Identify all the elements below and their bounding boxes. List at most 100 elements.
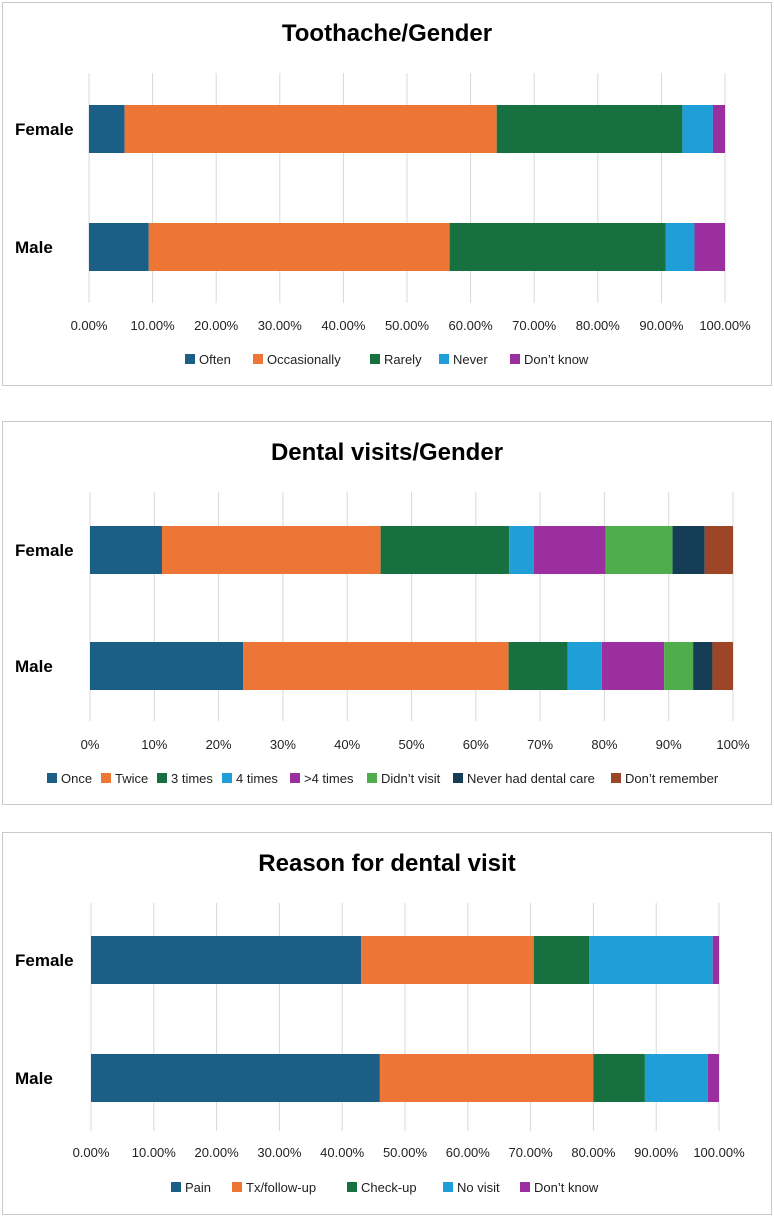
chart-1-svg: Dental visits/Gender 0% 10% 20% 30% 40% 50% 60%… xyxy=(15,439,750,786)
chart-0-legend-swatch-dont-know xyxy=(510,354,520,364)
chart-1-legend-label-dont-remember: Don’t remember xyxy=(625,771,719,786)
chart-1-legend-label-4-times: 4 times xyxy=(236,771,278,786)
chart-2-tick-label-6: 60.00% xyxy=(446,1145,491,1160)
chart-1-bar-male-didnt-visit xyxy=(664,642,694,690)
chart-1-bar-male-3-times xyxy=(508,642,568,690)
chart-1-legend-swatch-4-times xyxy=(222,773,232,783)
chart-1-bar-male-once xyxy=(90,642,244,690)
chart-0-bar-female-occasionally xyxy=(124,105,497,153)
chart-0-tick-label-4: 40.00% xyxy=(321,318,366,333)
chart-1-bar-male-4-times xyxy=(601,642,665,690)
chart-0-legend-label-rarely: Rarely xyxy=(384,352,422,367)
chart-0-bar-female-never xyxy=(682,105,713,153)
chart-2-tick-label-7: 70.00% xyxy=(509,1145,554,1160)
chart-0-legend-swatch-never xyxy=(439,354,449,364)
chart-0-tick-label-0: 0.00% xyxy=(71,318,108,333)
chart-1-tick-label-3: 30% xyxy=(270,737,296,752)
chart-1-legend-label-once: Once xyxy=(61,771,92,786)
chart-2-bar-female-pain xyxy=(91,936,362,984)
chart-0-bar-male-dont-know xyxy=(694,223,725,271)
chart-1-legend-label-3-times: 3 times xyxy=(171,771,213,786)
chart-2-bar-male-pain xyxy=(91,1054,380,1102)
chart-2-legend-label-check-up: Check-up xyxy=(361,1180,417,1195)
chart-0-tick-label-6: 60.00% xyxy=(449,318,494,333)
chart-2-category-label-female: Female xyxy=(15,951,74,970)
chart-0-bar-female-often xyxy=(89,105,125,153)
chart-0-legend-swatch-occasionally xyxy=(253,354,263,364)
chart-1-category-label-female: Female xyxy=(15,541,74,560)
chart-1-bar-female-twice xyxy=(162,526,381,574)
chart-2-legend-swatch-no-visit xyxy=(443,1182,453,1192)
chart-0-bar-male-occasionally xyxy=(148,223,450,271)
chart-0-tick-label-2: 20.00% xyxy=(194,318,239,333)
chart-2-bar-male-dont-know xyxy=(707,1054,719,1102)
chart-1-legend-swatch-never-had-dental-care xyxy=(453,773,463,783)
chart-2-bar-male-tx-follow-up xyxy=(379,1054,594,1102)
chart-1-bar-female-4-times xyxy=(509,526,534,574)
chart-2-svg: Reason for dental visit 0.00% 10.00% 20.00%… xyxy=(15,850,745,1195)
chart-2-bar-female-check-up xyxy=(533,936,590,984)
chart-0-tick-label-1: 10.00% xyxy=(131,318,176,333)
chart-0-tick-label-5: 50.00% xyxy=(385,318,430,333)
chart-1-bar-female-dont-remember xyxy=(704,526,733,574)
chart-0-legend-label-never: Never xyxy=(453,352,488,367)
chart-2-tick-label-3: 30.00% xyxy=(257,1145,302,1160)
chart-0-legend-label-dont-know: Don’t know xyxy=(524,352,589,367)
chart-2-legend-label-pain: Pain xyxy=(185,1180,211,1195)
chart-2-tick-label-2: 20.00% xyxy=(195,1145,240,1160)
chart-1-legend-swatch-twice xyxy=(101,773,111,783)
chart-1-legend-swatch-once xyxy=(47,773,57,783)
chart-0-svg: Toothache/Gender 0.00% 10.00% 20.00% 30.00% 4… xyxy=(15,20,751,367)
chart-1-tick-label-9: 90% xyxy=(656,737,682,752)
chart-1-tick-label-0: 0% xyxy=(81,737,100,752)
chart-0-tick-label-3: 30.00% xyxy=(258,318,303,333)
chart-1-legend-swatch-dont-remember xyxy=(611,773,621,783)
toothache-gender-chart-panel: Toothache/Gender 0.00% 10.00% 20.00% 30.00% 4… xyxy=(2,2,772,386)
chart-2-tick-label-0: 0.00% xyxy=(73,1145,110,1160)
chart-1-tick-label-7: 70% xyxy=(527,737,553,752)
chart-1-bar-female-didnt-visit xyxy=(605,526,673,574)
chart-2-title: Reason for dental visit xyxy=(258,850,515,877)
chart-1-tick-label-1: 10% xyxy=(141,737,167,752)
chart-1-bar-male-never-had-dental-care xyxy=(693,642,713,690)
chart-2-legend-label-no-visit: No visit xyxy=(457,1180,500,1195)
chart-1-legend-label-never-had-dental-care: Never had dental care xyxy=(467,771,595,786)
chart-1-bar-male-dont-remember xyxy=(712,642,733,690)
chart-0-title: Toothache/Gender xyxy=(282,20,492,47)
chart-2-bar-female-no-visit xyxy=(589,936,713,984)
chart-2-legend-label-dont-know: Don’t know xyxy=(534,1180,599,1195)
chart-1-legend-swatch-4-times xyxy=(290,773,300,783)
dental-visits-gender-chart-panel: Dental visits/Gender 0% 10% 20% 30% 40% 50% 60%… xyxy=(2,421,772,805)
chart-0-bar-female-dont-know xyxy=(712,105,725,153)
chart-2-legend-swatch-tx-follow-up xyxy=(232,1182,242,1192)
chart-2-legend-label-tx-follow-up: Tx/follow-up xyxy=(246,1180,316,1195)
chart-2-tick-label-8: 80.00% xyxy=(571,1145,616,1160)
chart-1-legend-label-twice: Twice xyxy=(115,771,148,786)
chart-2-tick-label-10: 100.00% xyxy=(693,1145,745,1160)
chart-2-bar-male-no-visit xyxy=(644,1054,708,1102)
chart-2-legend-swatch-pain xyxy=(171,1182,181,1192)
chart-0-bar-male-rarely xyxy=(449,223,666,271)
chart-2-legend-swatch-dont-know xyxy=(520,1182,530,1192)
chart-0-legend-label-occasionally: Occasionally xyxy=(267,352,341,367)
reason-for-dental-visit-chart-panel: Reason for dental visit 0.00% 10.00% 20.00%… xyxy=(2,832,772,1215)
chart-2-tick-label-1: 10.00% xyxy=(132,1145,177,1160)
chart-0-tick-label-9: 90.00% xyxy=(639,318,684,333)
chart-2-bar-female-dont-know xyxy=(712,936,719,984)
chart-2-bar-female-tx-follow-up xyxy=(361,936,534,984)
chart-0-tick-label-7: 70.00% xyxy=(512,318,557,333)
chart-0-category-label-female: Female xyxy=(15,120,74,139)
chart-0-bar-female-rarely xyxy=(496,105,683,153)
chart-2-tick-label-5: 50.00% xyxy=(383,1145,428,1160)
chart-1-tick-label-8: 80% xyxy=(591,737,617,752)
chart-0-legend-swatch-rarely xyxy=(370,354,380,364)
chart-0-tick-label-8: 80.00% xyxy=(576,318,621,333)
chart-1-bar-female-never-had-dental-care xyxy=(672,526,705,574)
chart-2-tick-label-9: 90.00% xyxy=(634,1145,679,1160)
chart-2-bar-male-check-up xyxy=(593,1054,645,1102)
chart-1-legend-swatch-didnt-visit xyxy=(367,773,377,783)
chart-1-tick-label-5: 50% xyxy=(398,737,424,752)
chart-1-title: Dental visits/Gender xyxy=(271,439,503,466)
chart-1-tick-label-10: 100% xyxy=(716,737,750,752)
chart-1-tick-label-6: 60% xyxy=(463,737,489,752)
